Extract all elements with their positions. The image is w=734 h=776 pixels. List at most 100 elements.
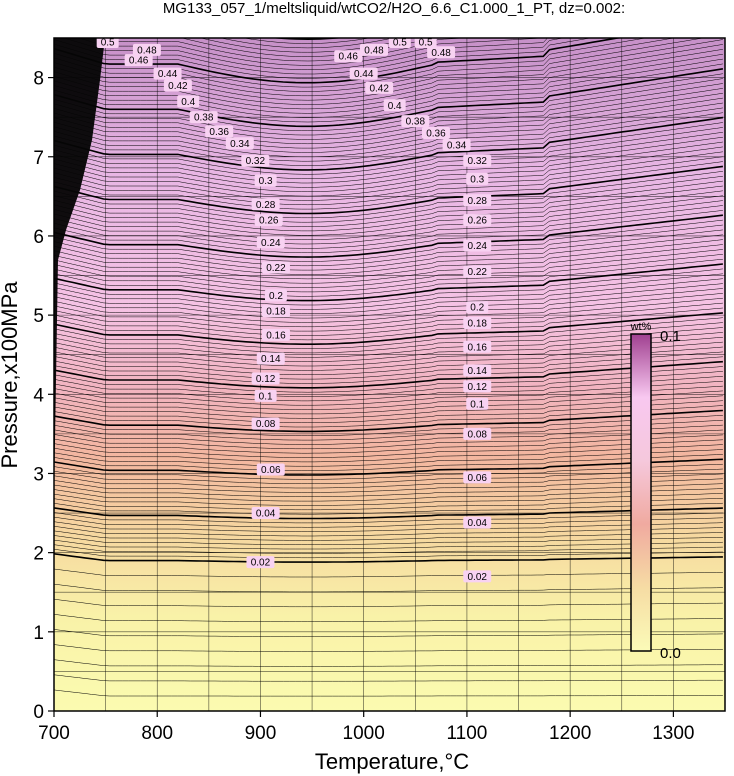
contour-label-text: 0.04 <box>256 509 276 520</box>
contour-line-minor <box>54 644 723 652</box>
plot-area: 0.02 0.02 0.04 0.04 0.06 0.06 0.08 0.08 0.1 0.1 0.… <box>54 37 725 711</box>
contour-label-box <box>261 328 290 341</box>
contour-label-text: 0.14 <box>261 354 281 365</box>
contour-label-box <box>421 127 450 140</box>
contour-label-box <box>427 46 456 59</box>
contour-line-minor <box>54 366 723 393</box>
contour-line-minor <box>54 598 723 608</box>
contour-label-box <box>225 137 254 150</box>
contour-label-box <box>264 289 287 302</box>
contour-line-minor <box>54 190 723 236</box>
contour-line-minor <box>54 483 723 497</box>
contour-line-minor <box>54 78 723 136</box>
contour-line-minor <box>54 293 723 328</box>
contour-label-box <box>153 67 182 80</box>
contour-line-minor <box>54 38 565 75</box>
contour-line-minor <box>54 400 723 423</box>
contour-label: 0.24 <box>463 239 492 252</box>
contour-line-minor <box>54 229 723 271</box>
contour-line-major <box>54 409 723 433</box>
contour-line-minor <box>54 337 723 367</box>
contour-label-text: 0.38 <box>406 117 426 128</box>
contour-label-box <box>251 507 280 520</box>
contour-label: 0.18 <box>463 317 492 330</box>
contour-label: 0.04 <box>251 507 280 520</box>
x-tick-label: 1300 <box>652 723 694 744</box>
contour-label-box <box>334 50 363 63</box>
contour-line-major <box>54 458 723 476</box>
contour-line-minor <box>54 341 723 371</box>
contour-line-minor <box>54 385 723 410</box>
contour-label-text: 0.16 <box>468 342 488 353</box>
y-tick-label: 3 <box>33 464 44 485</box>
contour-line-minor <box>54 327 723 358</box>
contour-label-box <box>463 471 492 484</box>
contour-label: 0.36 <box>205 125 234 138</box>
contour-label-box <box>463 427 492 440</box>
contour-labels: 0.02 0.02 0.04 0.04 0.06 0.06 0.08 0.08 0.1 0.1 0.… <box>96 37 492 583</box>
contour-label: 0.5 <box>388 37 411 48</box>
contour-line-minor <box>54 449 723 467</box>
contour-label-text: 0.4 <box>388 101 402 112</box>
contour-label-box <box>463 239 492 252</box>
contour-label: 0.14 <box>256 352 285 365</box>
contour-line-minor <box>54 539 723 550</box>
y-tick-label: 2 <box>33 544 44 565</box>
contour-label-box <box>463 364 492 377</box>
contour-label-box <box>466 172 489 185</box>
contour-label: 0.02 <box>246 556 275 569</box>
contour-label: 0.5 <box>96 38 119 48</box>
contour-line-minor <box>54 156 723 206</box>
contour-line-minor <box>54 346 723 375</box>
contour-label-text: 0.48 <box>431 48 451 59</box>
contour-line-minor <box>54 122 723 175</box>
contour-label: 0.24 <box>256 236 285 249</box>
contour-line-minor <box>54 244 723 284</box>
contour-label-box <box>360 43 389 56</box>
contour-label: 0.4 <box>383 99 406 112</box>
contour-label-text: 0.5 <box>419 37 433 48</box>
contour-label-text: 0.22 <box>266 263 286 274</box>
contour-line-minor <box>54 530 723 541</box>
contour-label-text: 0.3 <box>470 174 484 185</box>
contour-line-minor <box>54 468 723 484</box>
contour-label-text: 0.3 <box>259 176 273 187</box>
contour-label-text: 0.44 <box>158 69 178 80</box>
contour-label: 0.2 <box>466 301 489 314</box>
y-tick-label: 1 <box>33 623 44 644</box>
contour-label: 0.12 <box>463 380 492 393</box>
contour-line-minor <box>54 390 723 415</box>
x-tick-label: 700 <box>38 723 70 744</box>
contour-label-text: 0.06 <box>261 465 281 476</box>
contour-line-major <box>54 68 724 128</box>
contour-line-major <box>54 263 723 302</box>
contour-line-minor <box>54 674 723 682</box>
y-tick-label: 6 <box>33 227 44 248</box>
colorbar-min-label: 0.0 <box>660 645 681 662</box>
contour-line-minor <box>54 424 723 445</box>
contour-label: 0.38 <box>189 111 218 124</box>
contour-line-minor <box>54 92 723 149</box>
contour-label: 0.34 <box>442 138 471 151</box>
contour-line-minor <box>54 521 723 532</box>
contour-label: 0.3 <box>466 172 489 185</box>
contour-line-minor <box>54 161 723 210</box>
contour-line-minor <box>54 63 723 123</box>
contour-label-text: 0.16 <box>266 330 286 341</box>
contour-line-minor <box>54 132 723 184</box>
contour-label-text: 0.1 <box>470 399 484 410</box>
contour-label-box <box>241 154 270 167</box>
x-axis: 700 800 900 1000 1100 1200 1300 <box>38 711 695 744</box>
contour-label: 0.5 <box>414 37 437 48</box>
contour-label: 0.1 <box>254 389 277 402</box>
contour-line-minor <box>54 548 723 559</box>
contour-label-text: 0.12 <box>256 374 276 385</box>
background-field <box>54 38 725 711</box>
contour-label-box <box>205 125 234 138</box>
contour-line-minor <box>54 493 723 506</box>
contour-label: 0.3 <box>254 174 277 187</box>
contour-label-text: 0.5 <box>393 37 407 48</box>
contour-label-text: 0.02 <box>251 558 271 569</box>
contour-line-minor <box>54 219 723 262</box>
